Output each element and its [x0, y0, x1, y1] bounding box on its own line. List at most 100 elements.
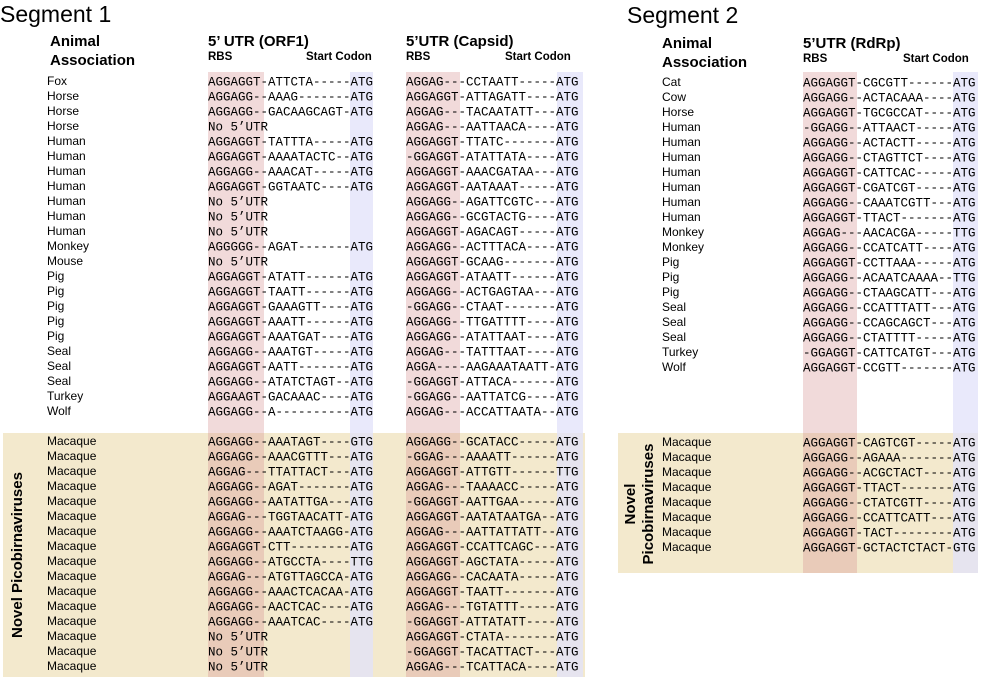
animal: Seal	[47, 359, 71, 373]
animal: Human	[47, 179, 86, 193]
animal: Human	[662, 180, 701, 194]
animal: Seal	[47, 374, 71, 388]
sequence: -GGAGGT-AATTGAA-----ATG	[406, 495, 579, 509]
sequence: AGGAGG--ACTACTT-----ATG	[803, 136, 976, 150]
sequence: -GGAGG--ATTAACT-----ATG	[803, 121, 976, 135]
animal: Macaque	[662, 540, 712, 554]
sequence: AGGAGGT-AAATT------ATG	[208, 315, 373, 329]
sequence: AGGAGG--ATGCCTA----TTG	[208, 555, 373, 569]
animal: Macaque	[662, 435, 712, 449]
animal: Turkey	[47, 389, 83, 403]
rbs-label: RBS	[406, 51, 431, 63]
sequence: AGGAGG--AAATCTAAGG-ATG	[208, 525, 373, 539]
animal: Human	[662, 165, 701, 179]
sequence: AGGAG---AACACGA-----TTG	[803, 226, 976, 240]
sequence: -GGAGG--CTAAT-------ATG	[406, 300, 579, 314]
sequence: AGGAGGT-TAATT-------ATG	[406, 585, 579, 599]
sequence: AGGAGG--ACGCTACT----ATG	[803, 466, 976, 480]
sequence: AGGAGGT-AAATGAT----ATG	[208, 330, 373, 344]
sequence: AGGAGG--ATATTAAT----ATG	[406, 330, 579, 344]
sequence: No 5’UTR	[208, 255, 269, 269]
sequence: -GGAGGT-CATTCATGT---ATG	[803, 346, 976, 360]
animal: Macaque	[47, 539, 97, 553]
sequence: AGGAGG--CCATTTATT---ATG	[803, 301, 976, 315]
sequence: AGGAGG--AAATAGT----GTG	[208, 435, 373, 449]
sequence: AGGAGGT-ATATT------ATG	[208, 270, 373, 284]
sequence: AGGAGG--AAATCAC----ATG	[208, 615, 373, 629]
sequence: AGGAGG--CTAAGCATT---ATG	[803, 286, 976, 300]
sequence: AGGAGGT-AATT-------ATG	[208, 360, 373, 374]
start-codon-band	[557, 72, 583, 677]
animal: Macaque	[47, 599, 97, 613]
animal: Pig	[47, 299, 64, 313]
sequence: AGGAGGT-CAGTCGT-----ATG	[803, 436, 976, 450]
sequence: No 5’UTR	[208, 660, 269, 674]
sequence: -GGAGGT-ATTATATT----ATG	[406, 615, 579, 629]
animal: Macaque	[47, 494, 97, 508]
sequence: AGGAGGT-AATAAAT-----ATG	[406, 180, 579, 194]
novel-label: Novel	[622, 484, 639, 525]
rbs-label: RBS	[803, 53, 828, 65]
sequence: AGGAGGT-ATTAGATT----ATG	[406, 90, 579, 104]
sequence: AGGAGGT-ATTCTA-----ATG	[208, 75, 373, 89]
sequence: AGGAGGT-AGACAGT-----ATG	[406, 225, 579, 239]
novel-background	[618, 433, 978, 573]
sequence: -GGAG---AAAATT------ATG	[406, 450, 579, 464]
sequence: AGGAGGT-TTATC-------ATG	[406, 135, 579, 149]
sequence: AGGAGG--AAATGT-----ATG	[208, 345, 373, 359]
animal: Macaque	[47, 584, 97, 598]
animal: Human	[662, 120, 701, 134]
sequence: AGGAGG--AATATTGA---ATG	[208, 495, 373, 509]
animal: Macaque	[662, 480, 712, 494]
start-codon-label: Start Codon	[306, 51, 372, 63]
sequence: AGGAGG--AAAG-------ATG	[208, 90, 373, 104]
animal: Cat	[662, 75, 681, 89]
rbs-band	[406, 72, 460, 677]
sequence: No 5’UTR	[208, 195, 269, 209]
sequence: AGGAGGT-TACT--------ATG	[803, 526, 976, 540]
animal: Macaque	[47, 524, 97, 538]
sequence: AGGAGGT-TAATT------ATG	[208, 285, 373, 299]
animal: Macaque	[47, 554, 97, 568]
sequence: AGGAGGT-AAAATACTC--ATG	[208, 150, 373, 164]
animal: Pig	[662, 255, 679, 269]
animal: Pig	[47, 269, 64, 283]
sequence: AGGAGGT-CGATCGT-----ATG	[803, 181, 976, 195]
animal: Macaque	[47, 464, 97, 478]
sequence: AGGA----AAGAAATAATT-ATG	[406, 360, 579, 374]
sequence: AGGAGGT-CTATA-------ATG	[406, 630, 579, 644]
sequence: AGGAGG--CCAGCAGCT---ATG	[803, 316, 976, 330]
sequence: AGGAGG--ACTTTACA----ATG	[406, 240, 579, 254]
sequence: AGGAG---TATTTAAT----ATG	[406, 345, 579, 359]
sequence: AGGAGG--GCGTACTG----ATG	[406, 210, 579, 224]
animal: Turkey	[662, 345, 698, 359]
sequence: AGGAG---TACAATATT---ATG	[406, 105, 579, 119]
animal: Human	[662, 210, 701, 224]
sequence: AGGAGGT-AAACGATAA---ATG	[406, 165, 579, 179]
sequence: AGGAGGT-CCATTCAGC---ATG	[406, 540, 579, 554]
sequence: AGGAGG--GCATACC-----ATG	[406, 435, 579, 449]
sequence: AGGAGG--CTATCGTT----ATG	[803, 496, 976, 510]
start-codon-label: Start Codon	[505, 51, 571, 63]
animal: Macaque	[47, 434, 97, 448]
sequence: AGGAGG--AGAAA-------ATG	[803, 451, 976, 465]
sequence: AGGAGG--AAACAT-----ATG	[208, 165, 373, 179]
start-codon-band	[953, 72, 978, 573]
animal: Seal	[662, 300, 686, 314]
sequence: No 5’UTR	[208, 210, 269, 224]
sequence: -GGAGGT-ATATTATA----ATG	[406, 150, 579, 164]
sequence: AGGAG---TGTATTT-----ATG	[406, 600, 579, 614]
animal: Macaque	[47, 614, 97, 628]
animal: Human	[47, 194, 86, 208]
sequence: AGGAGGT-TTACT-------ATG	[803, 481, 976, 495]
rbs-label: RBS	[208, 51, 233, 63]
sequence: AGGAGGT-AGCTATA-----ATG	[406, 555, 579, 569]
sequence: AGGAGGT-CGCGTT------ATG	[803, 76, 976, 90]
sequence: AGGAG---TTATTACT---ATG	[208, 465, 373, 479]
novel-label: Picobirnaviruses	[640, 444, 657, 565]
sequence: -GGAGGT-ATTACA------ATG	[406, 375, 579, 389]
sequence: AGGAGGT-GGTAATC----ATG	[208, 180, 373, 194]
novel-label: Novel Picobirnaviruses	[9, 472, 26, 638]
sequence: AGGAGG--ACTACAAA----ATG	[803, 91, 976, 105]
